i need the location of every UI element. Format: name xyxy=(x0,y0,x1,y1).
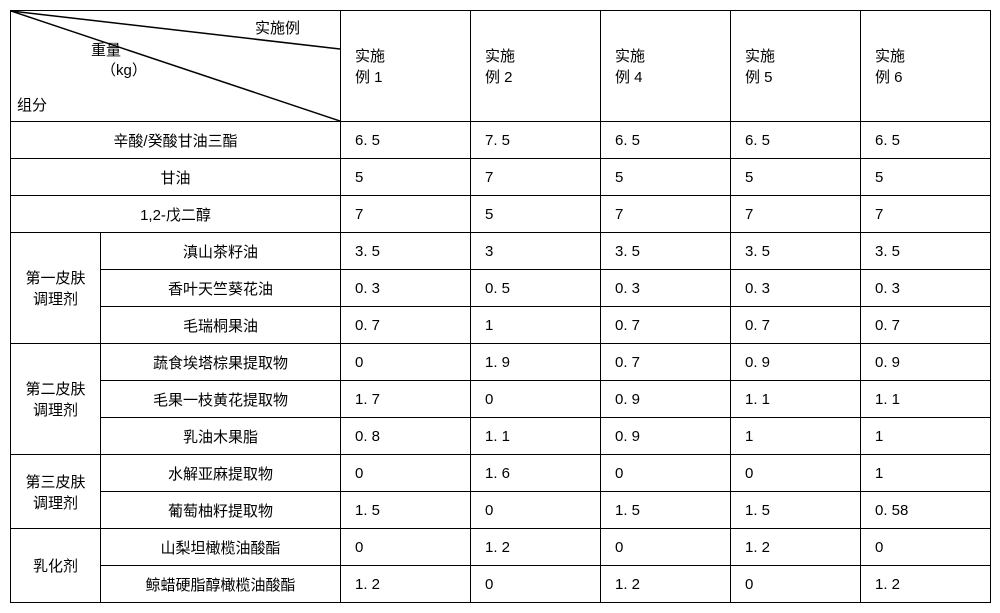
column-header-1: 实施例 2 xyxy=(471,11,601,122)
column-header-3: 实施例 5 xyxy=(731,11,861,122)
group-label: 第一皮肤调理剂 xyxy=(11,233,101,344)
value-cell: 0 xyxy=(341,455,471,492)
value-cell: 0. 3 xyxy=(731,270,861,307)
value-cell: 1. 5 xyxy=(601,492,731,529)
value-cell: 1. 9 xyxy=(471,344,601,381)
value-cell: 0. 58 xyxy=(861,492,991,529)
header-diagonal-cell: 实施例重量（kg） 组分 xyxy=(11,11,341,122)
value-cell: 0. 7 xyxy=(341,307,471,344)
value-cell: 0 xyxy=(731,566,861,603)
value-cell: 5 xyxy=(341,159,471,196)
value-cell: 1. 1 xyxy=(731,381,861,418)
value-cell: 0 xyxy=(731,455,861,492)
value-cell: 7 xyxy=(471,159,601,196)
value-cell: 0 xyxy=(601,529,731,566)
value-cell: 7. 5 xyxy=(471,122,601,159)
value-cell: 1 xyxy=(731,418,861,455)
value-cell: 1 xyxy=(471,307,601,344)
ingredient-name: 水解亚麻提取物 xyxy=(101,455,341,492)
value-cell: 0. 3 xyxy=(601,270,731,307)
value-cell: 0. 5 xyxy=(471,270,601,307)
value-cell: 7 xyxy=(601,196,731,233)
value-cell: 1. 2 xyxy=(471,529,601,566)
value-cell: 0 xyxy=(861,529,991,566)
value-cell: 3 xyxy=(471,233,601,270)
value-cell: 0. 7 xyxy=(731,307,861,344)
value-cell: 0. 7 xyxy=(601,307,731,344)
value-cell: 5 xyxy=(861,159,991,196)
value-cell: 0. 9 xyxy=(601,381,731,418)
column-header-0: 实施例 1 xyxy=(341,11,471,122)
value-cell: 1. 5 xyxy=(731,492,861,529)
value-cell: 0 xyxy=(341,344,471,381)
value-cell: 0. 7 xyxy=(601,344,731,381)
group-label: 第二皮肤调理剂 xyxy=(11,344,101,455)
value-cell: 1. 2 xyxy=(861,566,991,603)
value-cell: 6. 5 xyxy=(731,122,861,159)
header-bottom-label: 组分 xyxy=(17,94,47,115)
ingredient-name: 毛瑞桐果油 xyxy=(101,307,341,344)
value-cell: 5 xyxy=(601,159,731,196)
value-cell: 5 xyxy=(471,196,601,233)
value-cell: 7 xyxy=(731,196,861,233)
ingredient-name: 甘油 xyxy=(11,159,341,196)
value-cell: 1. 7 xyxy=(341,381,471,418)
value-cell: 0. 9 xyxy=(731,344,861,381)
value-cell: 0 xyxy=(601,455,731,492)
value-cell: 6. 5 xyxy=(861,122,991,159)
value-cell: 0. 9 xyxy=(601,418,731,455)
value-cell: 0. 3 xyxy=(861,270,991,307)
value-cell: 3. 5 xyxy=(731,233,861,270)
ingredient-name: 山梨坦橄榄油酸酯 xyxy=(101,529,341,566)
ingredient-name: 滇山茶籽油 xyxy=(101,233,341,270)
header-mid-label-2: （kg） xyxy=(101,59,147,80)
ingredient-name: 蔬食埃塔棕果提取物 xyxy=(101,344,341,381)
value-cell: 1. 2 xyxy=(731,529,861,566)
value-cell: 0. 3 xyxy=(341,270,471,307)
value-cell: 0 xyxy=(471,381,601,418)
value-cell: 1. 2 xyxy=(341,566,471,603)
value-cell: 0. 7 xyxy=(861,307,991,344)
value-cell: 3. 5 xyxy=(341,233,471,270)
ingredient-table: 实施例重量（kg） 组分 实施例 1实施例 2实施例 4实施例 5实施例 6 辛酸/癸… xyxy=(10,10,991,603)
value-cell: 1. 5 xyxy=(341,492,471,529)
value-cell: 6. 5 xyxy=(601,122,731,159)
value-cell: 0. 9 xyxy=(861,344,991,381)
value-cell: 5 xyxy=(731,159,861,196)
value-cell: 1. 6 xyxy=(471,455,601,492)
value-cell: 7 xyxy=(341,196,471,233)
value-cell: 1. 1 xyxy=(471,418,601,455)
value-cell: 7 xyxy=(861,196,991,233)
ingredient-name: 毛果一枝黄花提取物 xyxy=(101,381,341,418)
group-label: 乳化剂 xyxy=(11,529,101,603)
ingredient-name: 1,2-戊二醇 xyxy=(11,196,341,233)
column-header-2: 实施例 4 xyxy=(601,11,731,122)
value-cell: 1. 2 xyxy=(601,566,731,603)
header-top-label: 实施例 xyxy=(255,17,300,38)
value-cell: 1. 1 xyxy=(861,381,991,418)
column-header-4: 实施例 6 xyxy=(861,11,991,122)
ingredient-name: 辛酸/癸酸甘油三酯 xyxy=(11,122,341,159)
ingredient-name: 乳油木果脂 xyxy=(101,418,341,455)
group-label: 第三皮肤调理剂 xyxy=(11,455,101,529)
ingredient-name: 香叶天竺葵花油 xyxy=(101,270,341,307)
header-mid-label-1: 重量 xyxy=(91,39,121,60)
value-cell: 3. 5 xyxy=(601,233,731,270)
ingredient-name: 鲸蜡硬脂醇橄榄油酸酯 xyxy=(101,566,341,603)
value-cell: 0. 8 xyxy=(341,418,471,455)
value-cell: 1 xyxy=(861,418,991,455)
ingredient-name: 葡萄柚籽提取物 xyxy=(101,492,341,529)
value-cell: 3. 5 xyxy=(861,233,991,270)
value-cell: 0 xyxy=(471,566,601,603)
value-cell: 0 xyxy=(471,492,601,529)
value-cell: 0 xyxy=(341,529,471,566)
value-cell: 6. 5 xyxy=(341,122,471,159)
value-cell: 1 xyxy=(861,455,991,492)
